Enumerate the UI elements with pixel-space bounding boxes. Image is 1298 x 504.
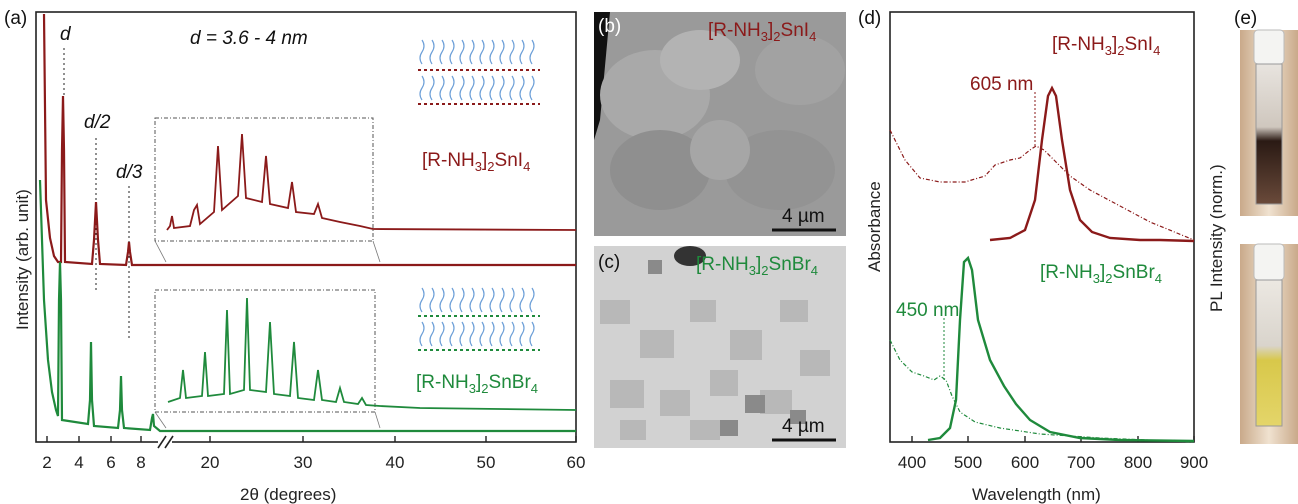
vial-cap-icon — [1253, 29, 1285, 65]
xtick-a-high: 20 — [201, 453, 220, 472]
tem-flake — [610, 130, 710, 210]
pl-sni4-trace — [989, 85, 1195, 243]
peak-label-450: 450 nm — [896, 300, 959, 321]
panel-d-ylabel-left: Absorbance — [865, 181, 884, 272]
panel-a-xlabel: 2θ (degrees) — [240, 485, 336, 504]
xtick-a-high: 50 — [477, 453, 496, 472]
peak-label-d: d — [60, 24, 72, 45]
xtick-d: 900 — [1180, 453, 1208, 472]
scalebar-label-b: 4 µm — [782, 206, 825, 227]
panel-a: (a) Intensity (arb. unit) 2θ (degrees) 2… — [4, 8, 585, 504]
abs-snbr4-trace — [889, 339, 1195, 443]
layered-structure-icon-sni4 — [418, 39, 540, 105]
panel-d: (d) Absorbance PL Intensity (norm.) Wave… — [858, 8, 1226, 504]
tem-flake — [725, 130, 835, 210]
panel-b-label: (b) — [598, 16, 621, 37]
pl-snbr4-trace — [927, 255, 1195, 443]
xtick-a-low: 2 — [42, 453, 51, 472]
xtick-a-low: 4 — [74, 453, 83, 472]
panel-d-ylabel-right: PL Intensity (norm.) — [1207, 164, 1226, 312]
xtick-d: 500 — [954, 453, 982, 472]
panel-c-label: (c) — [598, 252, 620, 273]
tem-sample-label-snbr4: [R-NH3]2SnBr4 — [696, 254, 818, 278]
xtick-a-low: 6 — [106, 453, 115, 472]
peak-label-d3: d/3 — [116, 162, 143, 183]
inset-sni4-box — [154, 117, 374, 242]
panel-d-xlabel: Wavelength (nm) — [972, 485, 1101, 504]
panel-a-label: (a) — [4, 8, 27, 29]
panel-d-xticks: 400 500 600 700 800 900 — [898, 436, 1208, 472]
tem-flake — [755, 35, 845, 105]
axis-break-mark — [164, 435, 174, 449]
tem-dark-particle — [674, 246, 706, 266]
tem-thick-flakes — [648, 260, 806, 436]
axis-break-mask — [158, 436, 172, 448]
tem-flake — [690, 120, 750, 180]
tem-flakes-snbr4 — [600, 300, 830, 440]
panel-b: (b) [R-NH3]2SnI4 4 µm — [594, 12, 846, 236]
scalebar-label-c: 4 µm — [782, 416, 825, 437]
abs-sni4-trace — [889, 129, 1195, 241]
panel-c: (c) [R-NH3]2SnBr4 4 µm — [594, 246, 846, 448]
xtick-a-high: 60 — [567, 453, 586, 472]
xtick-d: 700 — [1067, 453, 1095, 472]
xtick-d: 600 — [1011, 453, 1039, 472]
panel-d-frame — [889, 11, 1195, 443]
vial-sni4-icon — [1255, 63, 1283, 205]
inset-connector — [374, 411, 381, 429]
peak-label-605: 605 nm — [970, 74, 1033, 95]
peak-label-d2: d/2 — [84, 112, 111, 133]
tem-flake — [660, 30, 740, 90]
xtick-a-high: 40 — [386, 453, 405, 472]
panel-e-label: (e) — [1234, 8, 1257, 29]
layered-structure-icon-snbr4 — [418, 287, 540, 351]
inset-snbr4-box — [154, 289, 376, 413]
xtick-d: 400 — [898, 453, 926, 472]
xrd-snbr4-trace — [38, 179, 576, 433]
xtick-a-high: 30 — [294, 453, 313, 472]
tem-sample-label-sni4: [R-NH3]2SnI4 — [708, 20, 816, 44]
inset-connector — [372, 240, 381, 263]
xrd-sni4-trace — [42, 13, 576, 267]
pl-sample-label-snbr4: [R-NH3]2SnBr4 — [1040, 262, 1162, 286]
spacing-label: d = 3.6 - 4 nm — [190, 28, 308, 49]
inset-connector — [154, 240, 167, 263]
panel-e: (e) — [1234, 8, 1298, 444]
axis-break-mark — [157, 435, 167, 449]
panel-a-xticks: 2 4 6 8 20 30 40 50 60 — [42, 436, 585, 472]
sample-label-sni4: [R-NH3]2SnI4 — [422, 150, 530, 174]
inset-connector — [154, 411, 167, 429]
vial-cap-icon — [1253, 243, 1285, 281]
vial-snbr4-icon — [1255, 279, 1283, 427]
panel-a-frame — [35, 11, 577, 443]
panel-a-ylabel: Intensity (arb. unit) — [13, 189, 32, 330]
panel-d-label: (d) — [858, 8, 881, 29]
sample-label-snbr4: [R-NH3]2SnBr4 — [416, 372, 538, 396]
tem-dark-edge — [594, 12, 610, 140]
pl-sample-label-sni4: [R-NH3]2SnI4 — [1052, 34, 1160, 58]
xtick-a-low: 8 — [136, 453, 145, 472]
inset-sni4-trace — [166, 133, 577, 231]
xtick-d: 800 — [1124, 453, 1152, 472]
inset-snbr4-trace — [167, 297, 577, 411]
